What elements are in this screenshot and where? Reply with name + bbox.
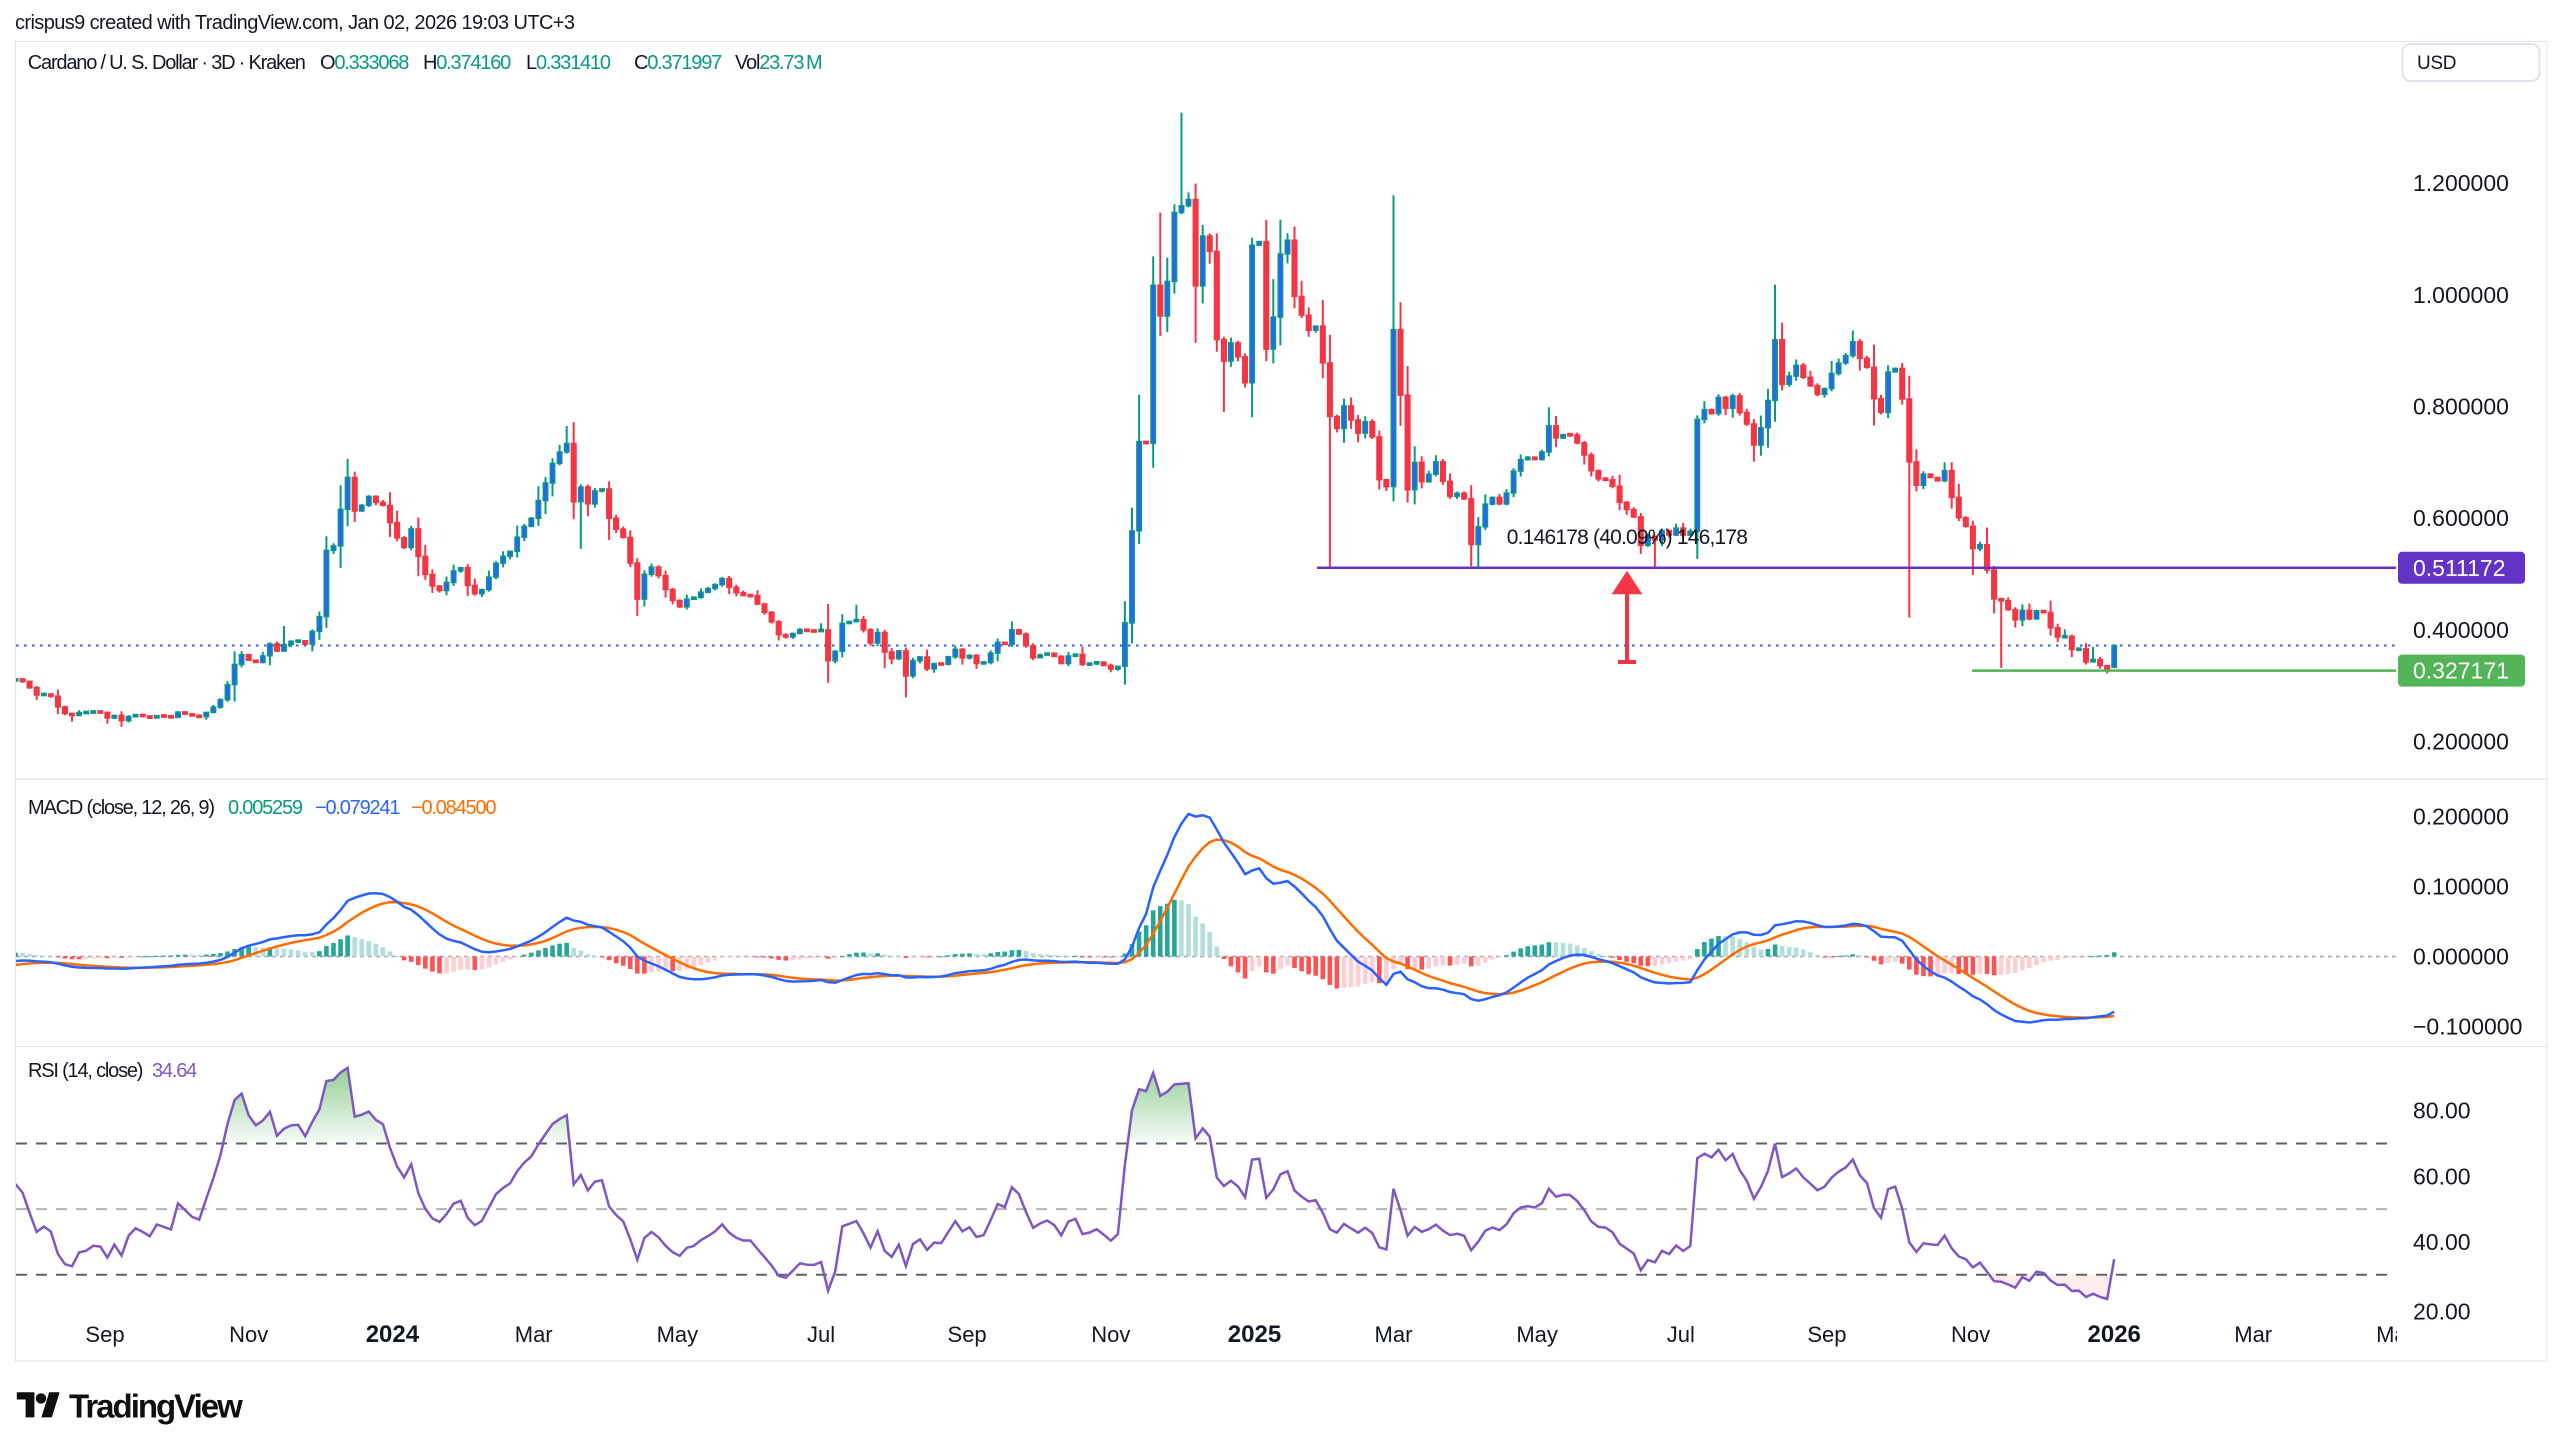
svg-text:Sep: Sep: [85, 1322, 124, 1347]
svg-text:0.005259: 0.005259: [228, 797, 303, 819]
svg-text:−0.079241: −0.079241: [315, 797, 400, 819]
svg-text:60.00: 60.00: [2413, 1163, 2471, 1189]
svg-text:May: May: [1516, 1322, 1558, 1347]
svg-text:0.200000: 0.200000: [2413, 804, 2509, 830]
svg-text:34.64: 34.64: [152, 1060, 197, 1082]
svg-text:Cardano / U. S. Dollar · 3D ·: Cardano / U. S. Dollar · 3D · Kraken: [28, 52, 305, 74]
svg-text:Vol23.73 M: Vol23.73 M: [735, 52, 822, 74]
svg-text:40.00: 40.00: [2413, 1229, 2471, 1255]
svg-text:−0.100000: −0.100000: [2413, 1014, 2522, 1040]
svg-text:2026: 2026: [2088, 1321, 2141, 1348]
svg-text:crispus9 created with TradingV: crispus9 created with TradingView.com, J…: [15, 12, 575, 34]
svg-text:0.800000: 0.800000: [2413, 394, 2509, 420]
svg-text:Mar: Mar: [1375, 1322, 1413, 1347]
svg-text:0.327171: 0.327171: [2413, 658, 2509, 684]
svg-text:H0.374160: H0.374160: [423, 52, 511, 74]
svg-text:May: May: [2376, 1322, 2418, 1347]
svg-text:1.200000: 1.200000: [2413, 170, 2509, 196]
svg-text:Jul: Jul: [807, 1322, 835, 1347]
svg-text:0.200000: 0.200000: [2413, 729, 2509, 755]
svg-text:Nov: Nov: [1951, 1322, 1990, 1347]
svg-text:0.100000: 0.100000: [2413, 874, 2509, 900]
svg-text:0.146178 (40.09%) 146,178: 0.146178 (40.09%) 146,178: [1507, 526, 1747, 549]
svg-text:2025: 2025: [1228, 1321, 1281, 1348]
svg-text:C0.371997: C0.371997: [634, 52, 722, 74]
svg-text:1.000000: 1.000000: [2413, 282, 2509, 308]
svg-text:Sep: Sep: [948, 1322, 987, 1347]
svg-text:O0.333068: O0.333068: [320, 52, 409, 74]
svg-text:80.00: 80.00: [2413, 1098, 2471, 1124]
svg-text:2024: 2024: [366, 1321, 420, 1348]
svg-text:20.00: 20.00: [2413, 1299, 2471, 1325]
svg-text:L0.331410: L0.331410: [526, 52, 611, 74]
svg-text:0.400000: 0.400000: [2413, 617, 2509, 643]
svg-text:Sep: Sep: [1807, 1322, 1846, 1347]
svg-text:TradingView: TradingView: [69, 1388, 243, 1425]
svg-text:0.600000: 0.600000: [2413, 505, 2509, 531]
svg-text:Jul: Jul: [1667, 1322, 1695, 1347]
svg-text:Mar: Mar: [2234, 1322, 2272, 1347]
svg-text:0.511172: 0.511172: [2413, 555, 2506, 581]
svg-text:USD: USD: [2417, 53, 2456, 74]
svg-text:0.000000: 0.000000: [2413, 944, 2509, 970]
svg-text:Nov: Nov: [229, 1322, 268, 1347]
svg-text:RSI (14, close): RSI (14, close): [28, 1060, 143, 1082]
svg-text:Nov: Nov: [1091, 1322, 1130, 1347]
svg-text:−0.084500: −0.084500: [411, 797, 496, 819]
svg-text:MACD (close, 12, 26, 9): MACD (close, 12, 26, 9): [28, 797, 214, 819]
svg-text:May: May: [657, 1322, 699, 1347]
svg-text:Mar: Mar: [515, 1322, 553, 1347]
